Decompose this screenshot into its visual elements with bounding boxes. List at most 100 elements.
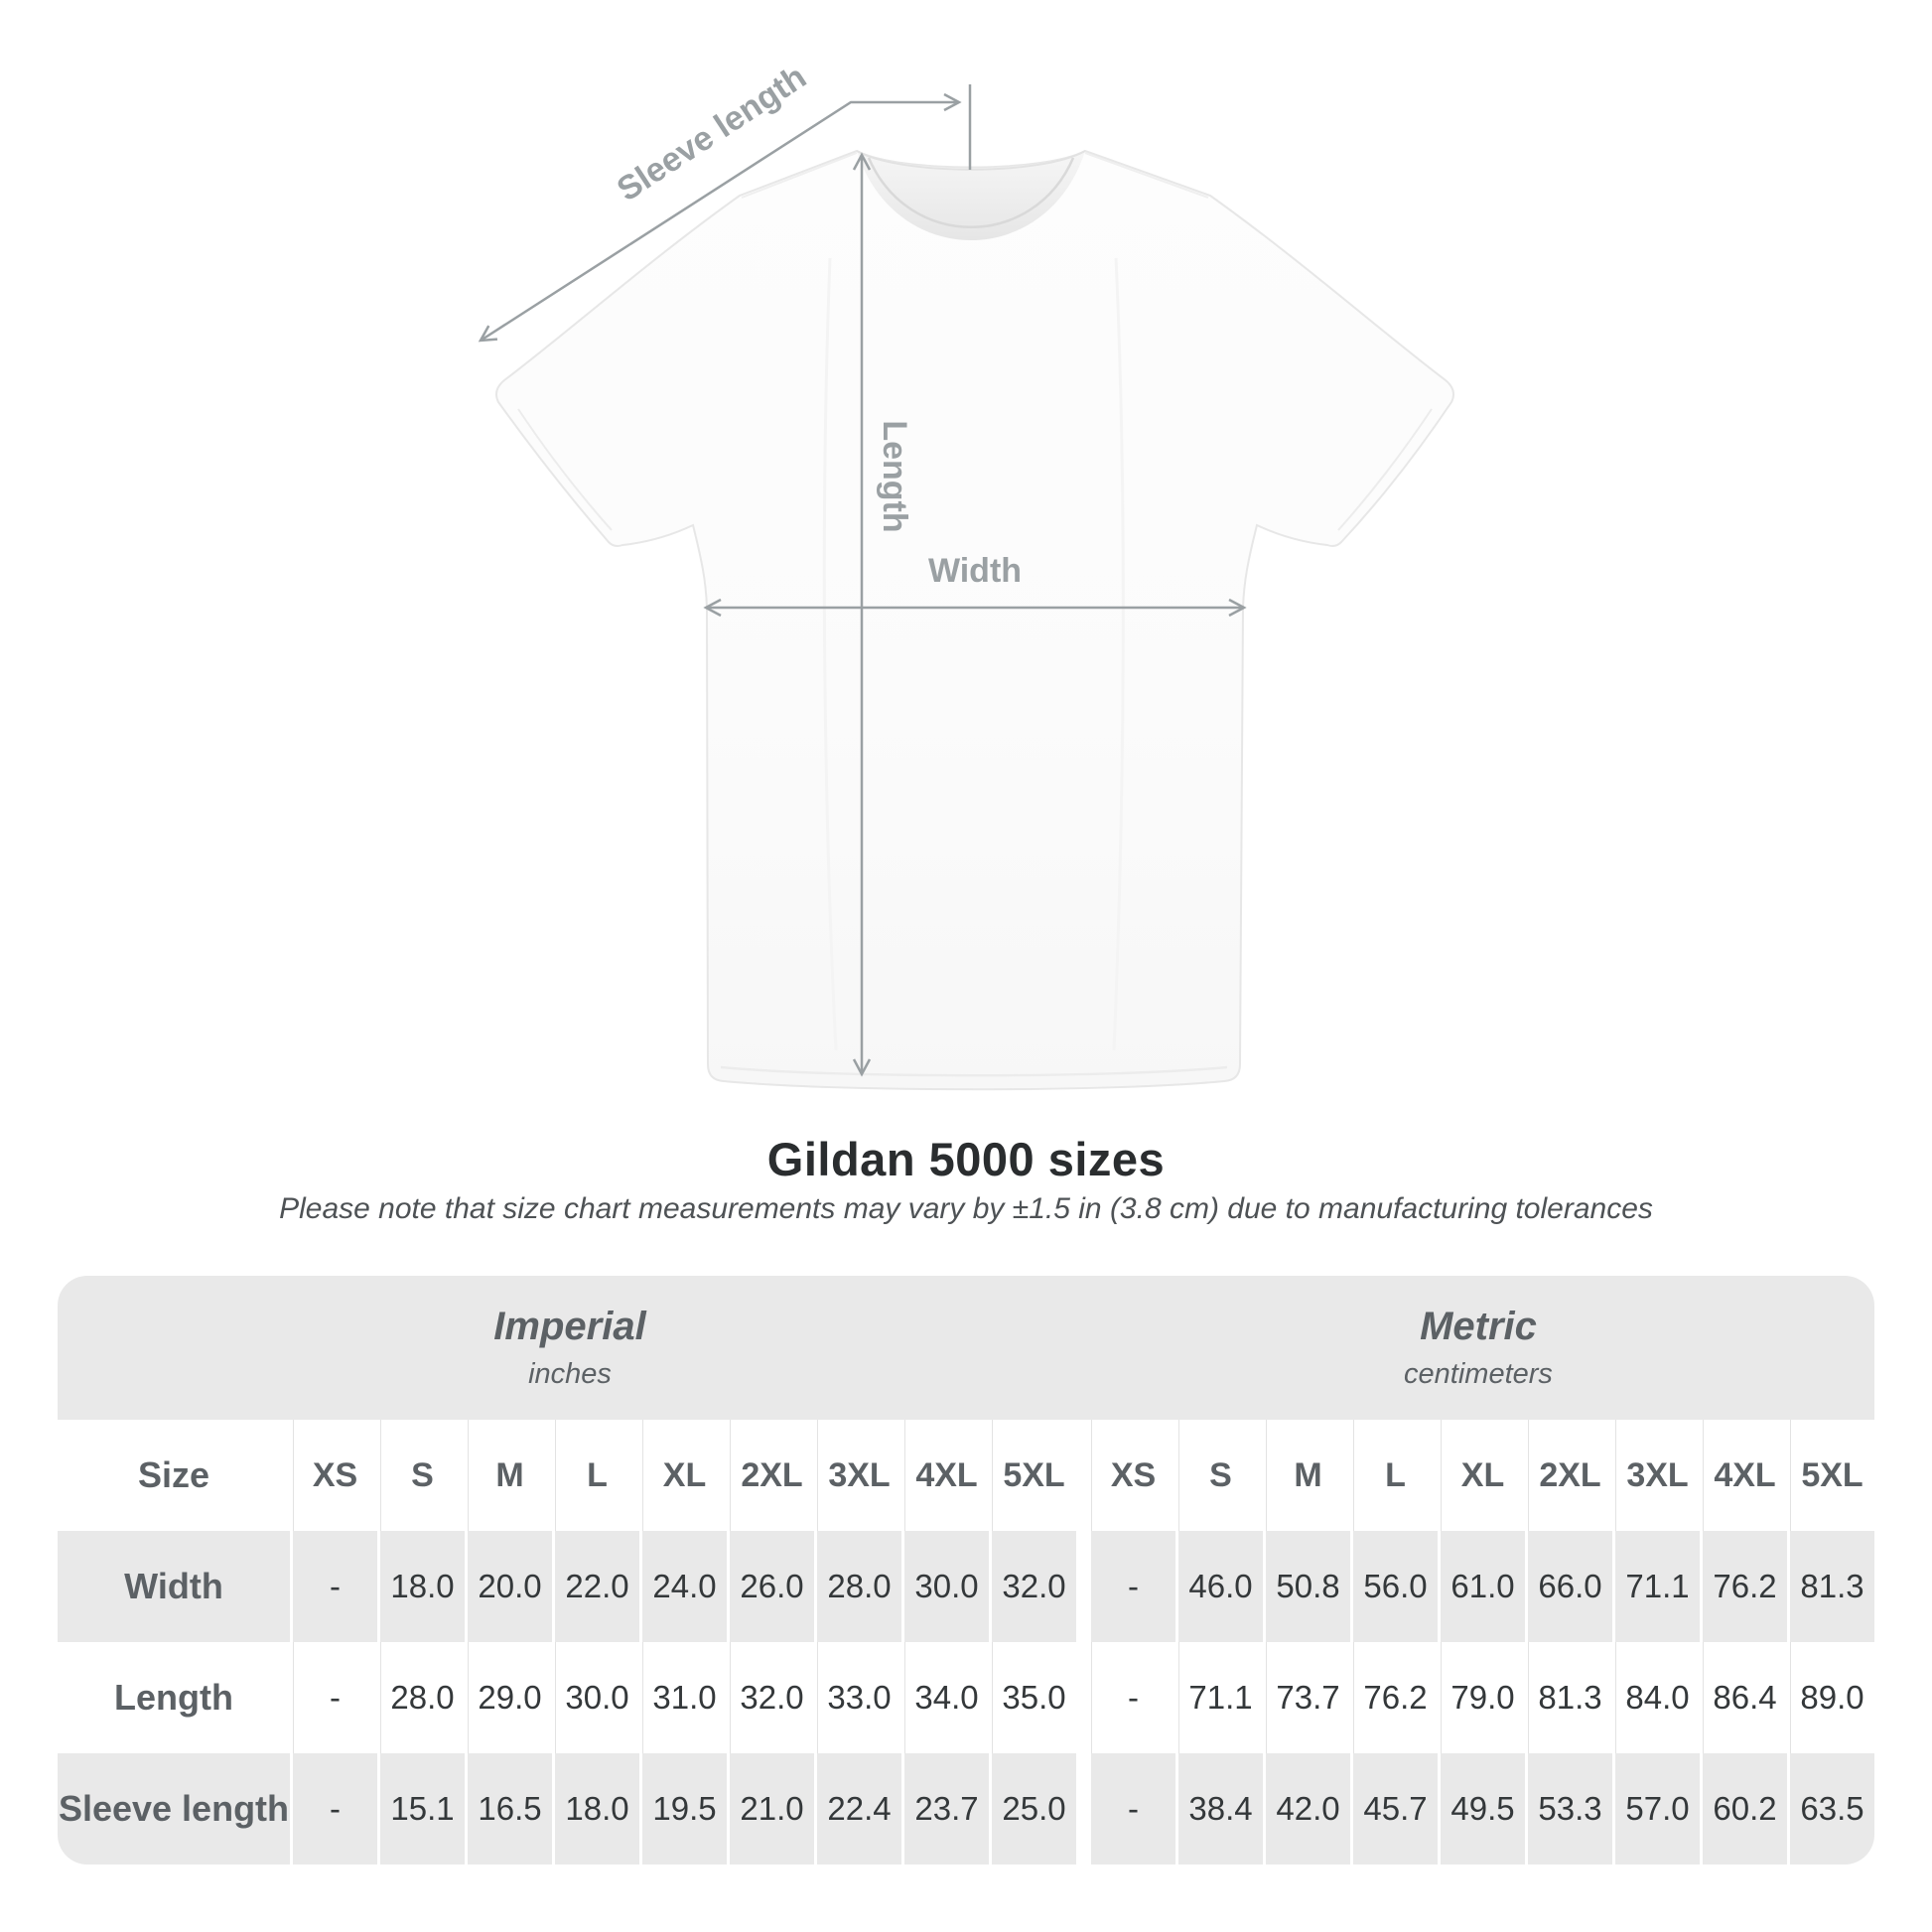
- table-row-width: Width - 18.0 20.0 22.0 24.0 26.0 28.0 30…: [58, 1531, 1874, 1642]
- size-col-header: L: [1350, 1420, 1438, 1531]
- table-cell: 30.0: [552, 1642, 639, 1753]
- size-col-header: 5XL: [1787, 1420, 1874, 1531]
- measurement-arrows: [478, 84, 1247, 1077]
- table-cell: 23.7: [901, 1753, 989, 1864]
- row-label: Width: [58, 1531, 290, 1642]
- group-gap: [1076, 1642, 1088, 1753]
- table-cell: 30.0: [901, 1531, 989, 1642]
- size-col-header: S: [1175, 1420, 1263, 1531]
- size-col-header: M: [465, 1420, 552, 1531]
- hem-stitch: [720, 1065, 1228, 1077]
- table-cell: -: [290, 1753, 377, 1864]
- length-label: Length: [876, 420, 913, 532]
- size-col-header: 2XL: [727, 1420, 814, 1531]
- table-cell: 28.0: [377, 1642, 465, 1753]
- table-cell: 49.5: [1438, 1753, 1525, 1864]
- cuff-stitch: [1337, 408, 1433, 531]
- shoulder-seam: [1084, 152, 1209, 199]
- table-cell: 76.2: [1350, 1642, 1438, 1753]
- table-cell: -: [1088, 1642, 1175, 1753]
- imperial-header: Imperial inches: [58, 1305, 1082, 1391]
- imperial-unit: inches: [528, 1358, 612, 1390]
- table-cell: 86.4: [1700, 1642, 1787, 1753]
- size-header-row: Size XS S M L XL 2XL 3XL 4XL 5XL XS S M …: [58, 1420, 1874, 1531]
- table-row-sleeve-length: Sleeve length - 15.1 16.5 18.0 19.5 21.0…: [58, 1753, 1874, 1864]
- size-col-header: 2XL: [1525, 1420, 1612, 1531]
- metric-title: Metric: [1420, 1305, 1537, 1348]
- table-cell: 89.0: [1787, 1642, 1874, 1753]
- size-col-header: S: [377, 1420, 465, 1531]
- table-cell: 66.0: [1525, 1531, 1612, 1642]
- row-label: Sleeve length: [58, 1753, 290, 1864]
- table-row-length: Length - 28.0 29.0 30.0 31.0 32.0 33.0 3…: [58, 1642, 1874, 1753]
- table-cell: 22.4: [814, 1753, 901, 1864]
- table-cell: 79.0: [1438, 1642, 1525, 1753]
- table-cell: -: [290, 1642, 377, 1753]
- table-cell: 28.0: [814, 1531, 901, 1642]
- table-cell: 35.0: [989, 1642, 1076, 1753]
- table-cell: 19.5: [639, 1753, 727, 1864]
- size-col-header: XS: [290, 1420, 377, 1531]
- table-cell: 84.0: [1612, 1642, 1700, 1753]
- table-cell: 32.0: [727, 1642, 814, 1753]
- table-cell: 73.7: [1263, 1642, 1350, 1753]
- table-cell: 71.1: [1612, 1531, 1700, 1642]
- table-cell: 42.0: [1263, 1753, 1350, 1864]
- size-col-header: XL: [1438, 1420, 1525, 1531]
- table-cell: 46.0: [1175, 1531, 1263, 1642]
- size-col-header: 3XL: [1612, 1420, 1700, 1531]
- page-title: Gildan 5000 sizes: [766, 1133, 1166, 1185]
- unit-header-band: Imperial inches Metric centimeters: [58, 1276, 1874, 1420]
- group-gap: [1076, 1753, 1088, 1864]
- metric-unit: centimeters: [1404, 1358, 1553, 1390]
- table-cell: 33.0: [814, 1642, 901, 1753]
- row-label: Length: [58, 1642, 290, 1753]
- imperial-title: Imperial: [493, 1305, 646, 1348]
- table-cell: 34.0: [901, 1642, 989, 1753]
- table-cell: 63.5: [1787, 1753, 1874, 1864]
- table-cell: 38.4: [1175, 1753, 1263, 1864]
- size-col-header: XL: [639, 1420, 727, 1531]
- table-cell: 61.0: [1438, 1531, 1525, 1642]
- table-cell: 21.0: [727, 1753, 814, 1864]
- table-cell: -: [290, 1531, 377, 1642]
- size-col-header: 4XL: [1700, 1420, 1787, 1531]
- table-cell: 16.5: [465, 1753, 552, 1864]
- size-col-header: 3XL: [814, 1420, 901, 1531]
- table-cell: 15.1: [377, 1753, 465, 1864]
- table-cell: -: [1088, 1531, 1175, 1642]
- table-cell: 18.0: [377, 1531, 465, 1642]
- table-cell: 26.0: [727, 1531, 814, 1642]
- table-cell: 81.3: [1787, 1531, 1874, 1642]
- tshirt-measurement-diagram: Sleeve length Length Width: [478, 58, 1454, 1091]
- table-cell: 24.0: [639, 1531, 727, 1642]
- table-cell: 81.3: [1525, 1642, 1612, 1753]
- table-cell: 50.8: [1263, 1531, 1350, 1642]
- table-cell: 76.2: [1700, 1531, 1787, 1642]
- fabric-crease: [822, 257, 838, 1051]
- table-cell: 53.3: [1525, 1753, 1612, 1864]
- table-cell: 56.0: [1350, 1531, 1438, 1642]
- size-col-header: L: [552, 1420, 639, 1531]
- fabric-crease: [1112, 257, 1125, 1051]
- metric-header: Metric centimeters: [1082, 1305, 1874, 1391]
- table-cell: 71.1: [1175, 1642, 1263, 1753]
- tshirt-image: [495, 149, 1454, 1091]
- cuff-stitch: [517, 408, 613, 531]
- group-gap: [1076, 1531, 1088, 1642]
- group-gap: [1076, 1420, 1088, 1531]
- size-col-header: M: [1263, 1420, 1350, 1531]
- table-cell: 25.0: [989, 1753, 1076, 1864]
- table-cell: -: [1088, 1753, 1175, 1864]
- table-cell: 60.2: [1700, 1753, 1787, 1864]
- sleeve-length-arrow: [478, 92, 962, 343]
- table-cell: 22.0: [552, 1531, 639, 1642]
- table-cell: 20.0: [465, 1531, 552, 1642]
- size-col-header: 4XL: [901, 1420, 989, 1531]
- table-cell: 29.0: [465, 1642, 552, 1753]
- size-col-header: XS: [1088, 1420, 1175, 1531]
- table-cell: 32.0: [989, 1531, 1076, 1642]
- size-col-header: 5XL: [989, 1420, 1076, 1531]
- table-cell: 18.0: [552, 1753, 639, 1864]
